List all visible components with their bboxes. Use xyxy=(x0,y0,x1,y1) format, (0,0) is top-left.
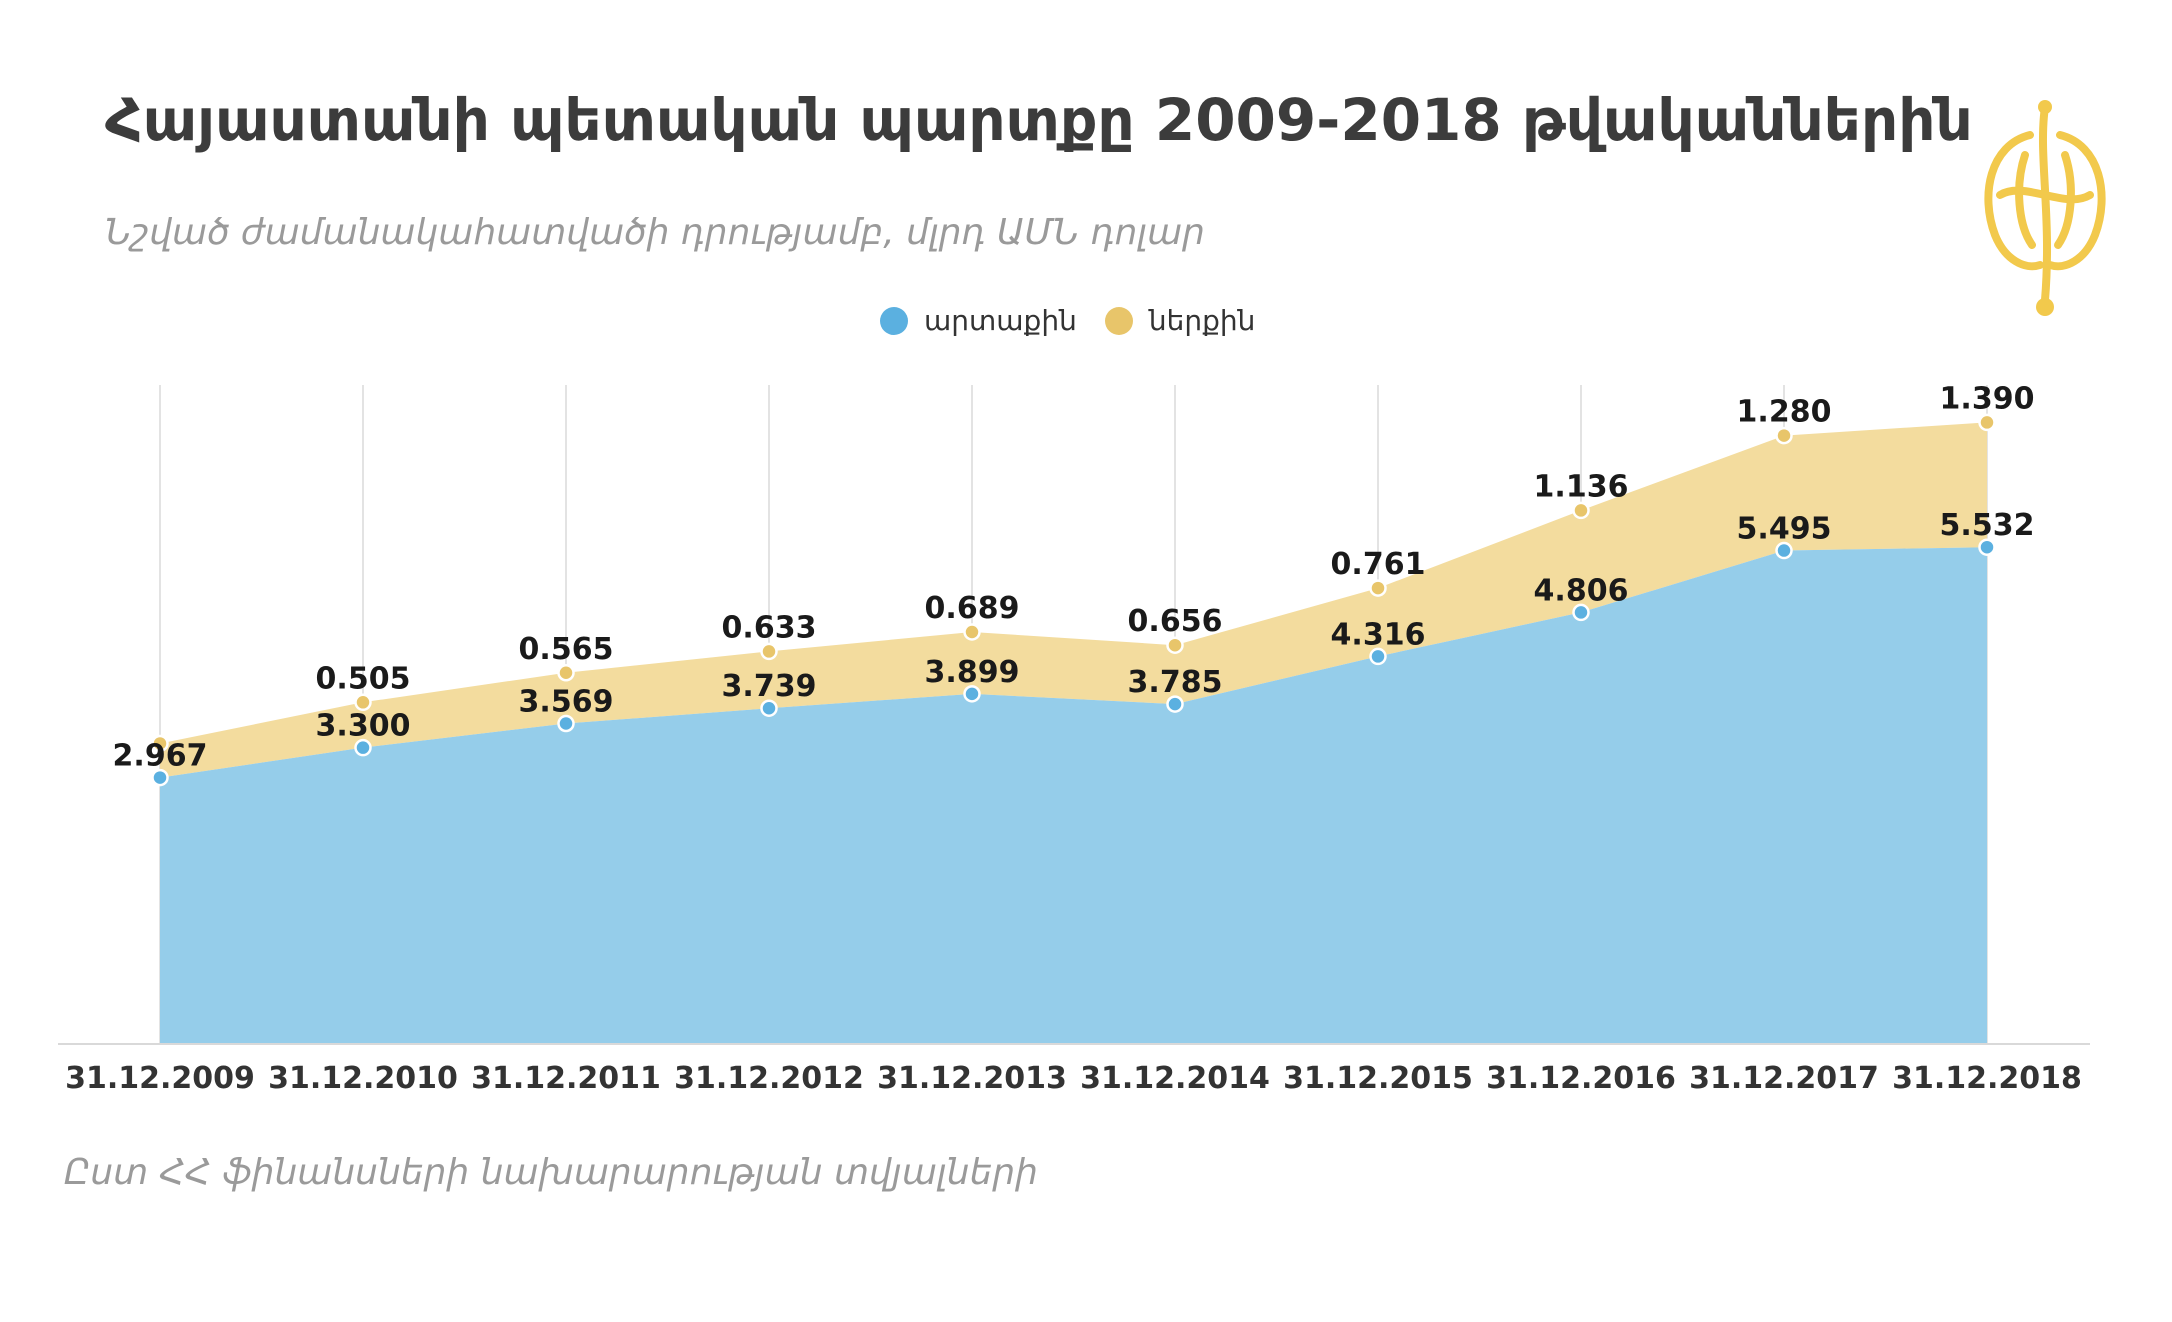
x-tick-label: 31.12.2012 xyxy=(674,1061,864,1096)
data-label-internal: 0.565 xyxy=(519,632,614,667)
point-internal xyxy=(1166,636,1184,654)
area-internal xyxy=(160,422,1987,778)
data-label-external: 4.316 xyxy=(1331,617,1426,652)
x-tick-label: 31.12.2014 xyxy=(1080,1061,1270,1096)
point-internal xyxy=(1572,501,1590,520)
chart-title: Հայաստանի պետական պարտքը 2009-2018 թվակա… xyxy=(105,86,1973,154)
point-external xyxy=(1369,647,1387,666)
point-internal xyxy=(1775,426,1793,445)
x-tick-label: 31.12.2009 xyxy=(65,1061,255,1096)
x-tick-label: 31.12.2017 xyxy=(1689,1061,1879,1096)
data-label-internal: 1.280 xyxy=(1737,395,1832,430)
data-label-external: 3.785 xyxy=(1128,665,1223,700)
point-internal xyxy=(354,693,372,712)
data-label-internal: 0.656 xyxy=(1128,604,1223,639)
legend-swatch-external xyxy=(880,306,908,335)
source-note: Ըստ ՀՀ ֆինանսների նախարարության տվյալներ… xyxy=(64,1152,1038,1193)
data-label-internal: 0.689 xyxy=(925,591,1020,626)
data-label-external: 5.495 xyxy=(1737,512,1832,547)
point-external xyxy=(151,768,169,787)
legend-item-external: արտաքին xyxy=(880,304,1077,337)
point-external xyxy=(354,738,372,757)
x-tick-label: 31.12.2016 xyxy=(1486,1061,1676,1096)
x-tick-label: 31.12.2011 xyxy=(471,1061,661,1096)
point-internal xyxy=(760,642,778,661)
area-external xyxy=(160,547,1987,1044)
data-label-external: 3.899 xyxy=(925,655,1020,690)
x-tick-label: 31.12.2010 xyxy=(268,1061,458,1096)
x-tick-label: 31.12.2015 xyxy=(1283,1061,1473,1096)
point-internal xyxy=(1369,579,1387,597)
data-label-internal: 0.505 xyxy=(316,661,411,696)
point-external xyxy=(1572,603,1590,622)
point-external xyxy=(1166,695,1184,713)
armenian-ornament-logo-icon xyxy=(1984,100,2106,316)
point-internal xyxy=(963,623,981,641)
data-label-external: 5.532 xyxy=(1940,508,2035,543)
legend-label-external: արտաքին xyxy=(924,304,1077,337)
data-label-internal: 0.633 xyxy=(722,610,817,645)
point-internal xyxy=(151,734,169,753)
point-external xyxy=(760,699,778,717)
point-internal xyxy=(557,664,575,682)
point-external xyxy=(1775,541,1793,560)
chart-subtitle: Նշված ժամանակահատվածի դրությամբ, մլրդ ԱՄ… xyxy=(105,212,1205,253)
data-label-external: 4.806 xyxy=(1534,573,1629,608)
legend-swatch-internal xyxy=(1104,306,1133,335)
data-label-external: 3.569 xyxy=(519,685,614,720)
chart-legend: արտաքին ներքին xyxy=(880,304,1283,337)
point-external xyxy=(1978,538,1996,556)
point-external xyxy=(963,685,981,703)
legend-item-internal: ներքին xyxy=(1104,304,1256,337)
data-label-internal: 1.390 xyxy=(1940,381,2035,416)
legend-label-internal: ներքին xyxy=(1148,304,1256,337)
data-label-internal: 1.136 xyxy=(1534,469,1629,504)
point-internal xyxy=(1978,413,1996,432)
data-label-external: 3.739 xyxy=(722,669,817,704)
data-label-internal: 0.761 xyxy=(1331,547,1426,582)
point-external xyxy=(557,714,575,733)
x-tick-label: 31.12.2013 xyxy=(877,1061,1067,1096)
x-tick-label: 31.12.2018 xyxy=(1892,1061,2082,1096)
data-label-external: 3.300 xyxy=(316,709,411,744)
data-label-external: 2.967 xyxy=(113,739,208,774)
